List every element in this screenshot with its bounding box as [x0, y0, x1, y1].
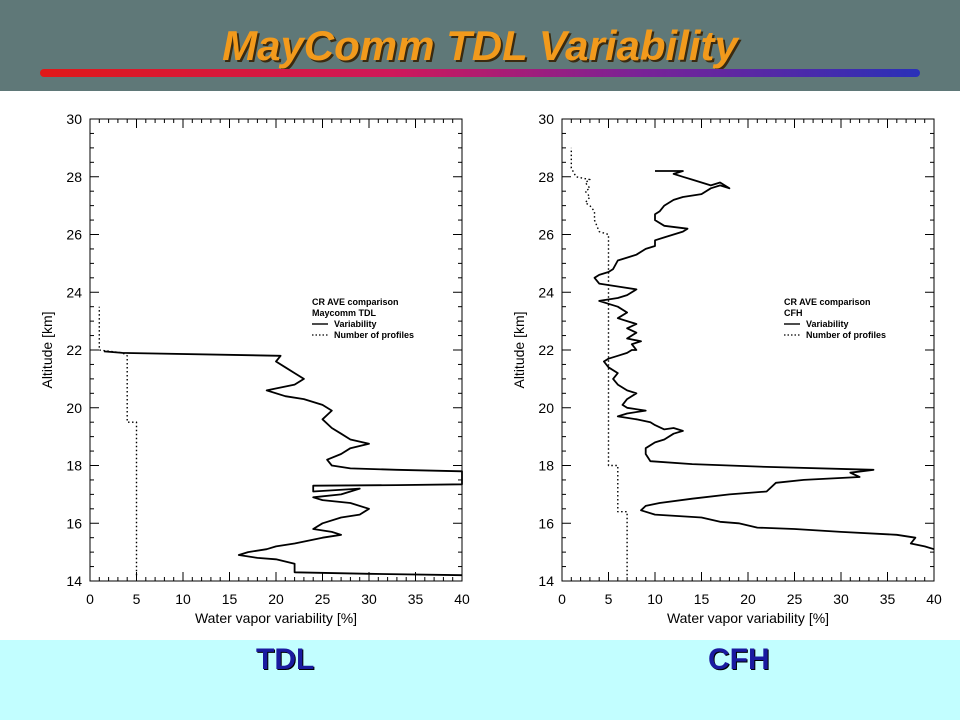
x-tick-label: 10 — [647, 591, 663, 607]
x-tick-label: 20 — [268, 591, 284, 607]
y-axis-label: Altitude [km] — [39, 311, 55, 388]
y-tick-label: 24 — [538, 284, 554, 300]
y-tick-label: 18 — [538, 458, 554, 474]
x-tick-label: 5 — [133, 591, 141, 607]
x-tick-label: 35 — [408, 591, 424, 607]
x-axis-label: Water vapor variability [%] — [667, 610, 829, 626]
charts-canvas: 0 5 10 15 20 25 30 35 40141618202224262830Water … — [39, 111, 942, 626]
chart-cfh: 0 5 10 15 20 25 30 35 40141618202224262830Water … — [511, 111, 942, 626]
y-tick-label: 14 — [538, 573, 554, 589]
plot-frame — [89, 118, 463, 582]
y-tick-label: 30 — [66, 111, 82, 127]
series-variability-line — [103, 350, 463, 577]
y-tick-label: 14 — [66, 573, 82, 589]
y-tick-label: 22 — [538, 342, 554, 358]
y-tick-label: 20 — [538, 400, 554, 416]
legend-entry: Number of profiles — [334, 330, 414, 340]
chart-tdl: 0 5 10 15 20 25 30 35 40141618202224262830Water … — [39, 111, 470, 626]
footer-band — [0, 640, 960, 720]
x-tick-label: 25 — [315, 591, 331, 607]
y-tick-label: 16 — [538, 515, 554, 531]
x-axis-label: Water vapor variability [%] — [195, 610, 357, 626]
legend-entry: Variability — [334, 319, 377, 329]
x-tick-label: 30 — [361, 591, 377, 607]
legend-entry: Variability — [806, 319, 849, 329]
x-tick-label: 0 — [558, 591, 566, 607]
legend-entry: Number of profiles — [806, 330, 886, 340]
slide-title: MayComm TDL Variability — [222, 22, 738, 69]
y-tick-label: 20 — [66, 400, 82, 416]
x-tick-label: 5 — [605, 591, 613, 607]
series-variability-line — [593, 170, 935, 551]
x-tick-label: 35 — [880, 591, 896, 607]
y-tick-label: 28 — [66, 169, 82, 185]
y-tick-label: 22 — [66, 342, 82, 358]
y-tick-label: 16 — [66, 515, 82, 531]
x-tick-label: 20 — [740, 591, 756, 607]
y-tick-label: 18 — [66, 458, 82, 474]
series-profiles-line — [570, 147, 628, 576]
title-underline — [40, 69, 920, 77]
y-tick-label: 30 — [538, 111, 554, 127]
legend-title: Maycomm TDL — [312, 308, 377, 318]
x-tick-label: 30 — [833, 591, 849, 607]
y-axis-label: Altitude [km] — [511, 311, 527, 388]
x-tick-label: 40 — [454, 591, 470, 607]
panel-label-tdl: TDL — [256, 643, 315, 676]
x-tick-label: 40 — [926, 591, 942, 607]
series-profiles-line — [98, 306, 138, 576]
x-tick-label: 0 — [86, 591, 94, 607]
x-tick-label: 15 — [222, 591, 238, 607]
y-tick-label: 24 — [66, 284, 82, 300]
legend-title: CR AVE comparison — [312, 297, 399, 307]
y-tick-label: 26 — [538, 227, 554, 243]
legend-title: CR AVE comparison — [784, 297, 871, 307]
x-tick-label: 25 — [787, 591, 803, 607]
legend-title: CFH — [784, 308, 803, 318]
y-tick-label: 28 — [538, 169, 554, 185]
panel-label-cfh: CFH — [708, 643, 770, 676]
y-tick-label: 26 — [66, 227, 82, 243]
x-tick-label: 15 — [694, 591, 710, 607]
x-tick-label: 10 — [175, 591, 191, 607]
